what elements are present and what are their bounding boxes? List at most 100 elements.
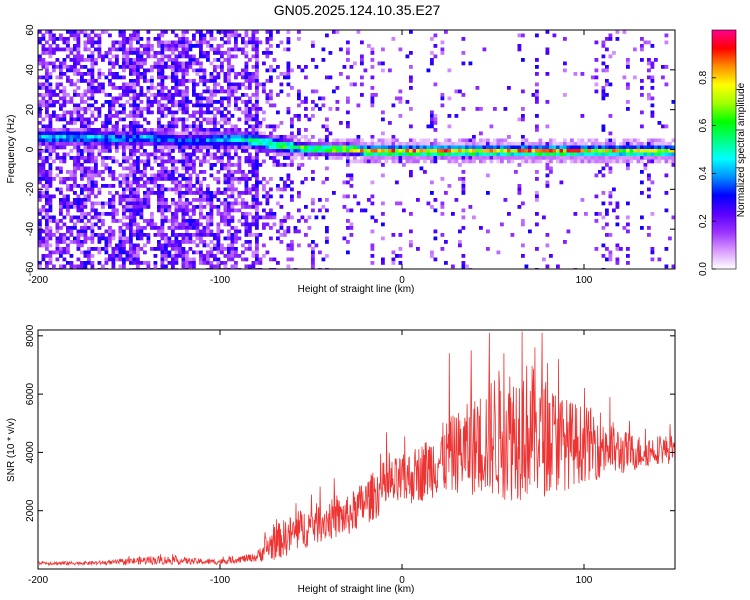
heatmap-cell [468, 159, 473, 164]
heatmap-cell [195, 142, 200, 146]
heatmap-cell [185, 107, 189, 111]
heatmap-cell [419, 156, 424, 160]
heatmap-cell [76, 72, 81, 76]
heatmap-cell [209, 261, 214, 265]
heatmap-cell [76, 247, 81, 251]
heatmap-cell [150, 226, 154, 230]
heatmap-cell [290, 68, 294, 73]
heatmap-cell [234, 247, 238, 251]
heatmap-cell [465, 145, 469, 150]
heatmap-cell [216, 156, 221, 160]
heatmap-cell [157, 145, 161, 150]
heatmap-cell [97, 72, 102, 76]
heatmap-cell [136, 128, 140, 132]
heatmap-cell [454, 198, 459, 202]
heatmap-cell [87, 166, 91, 171]
heatmap-cell [276, 159, 280, 164]
heatmap-cell [87, 173, 91, 178]
heatmap-cell [402, 152, 406, 157]
heatmap-cell [206, 261, 210, 265]
heatmap-cell [601, 152, 606, 157]
heatmap-cell [129, 124, 133, 129]
heatmap-cell [223, 163, 228, 167]
heatmap-cell [125, 93, 130, 97]
heatmap-cell [118, 44, 123, 48]
heatmap-cell [139, 51, 144, 55]
heatmap-cell [640, 145, 644, 150]
heatmap-cell [454, 142, 459, 146]
heatmap-cell [62, 93, 67, 97]
heatmap-cell [171, 166, 175, 171]
heatmap-cell [97, 170, 102, 174]
heatmap-cell [650, 110, 655, 115]
heatmap-cell [650, 159, 655, 164]
heatmap-cell [171, 121, 175, 125]
heatmap-cell [377, 61, 382, 66]
heatmap-cell [552, 33, 557, 38]
snr-xtick-label: 100 [576, 575, 593, 586]
heatmap-cell [318, 152, 322, 157]
heatmap-cell [87, 159, 91, 164]
heatmap-cell [237, 170, 242, 174]
heatmap-cell [531, 156, 536, 160]
heatmap-cell [248, 100, 252, 104]
heatmap-cell [129, 261, 133, 265]
heatmap-cell [272, 124, 277, 129]
heatmap-cell [125, 240, 130, 244]
heatmap-cell [258, 142, 263, 146]
heatmap-cell [356, 159, 361, 164]
heatmap-cell [83, 135, 88, 139]
heatmap-cell [360, 156, 364, 160]
heatmap-cell [150, 128, 154, 132]
heatmap-cell [45, 208, 49, 213]
heatmap-cell [66, 212, 70, 216]
heatmap-cell [423, 142, 427, 146]
colorbar-tick-label: 0.8 [698, 70, 709, 84]
heatmap-cell [213, 247, 217, 251]
heatmap-cell [52, 51, 56, 55]
heatmap-cell [87, 89, 91, 94]
heatmap-cell [391, 37, 396, 41]
heatmap-cell [216, 233, 221, 237]
heatmap-cell [41, 170, 46, 174]
heatmap-cell [111, 229, 116, 234]
heatmap-cell [80, 184, 84, 188]
heatmap-cell [59, 103, 63, 108]
heatmap-cell [111, 236, 116, 241]
heatmap-cell [108, 226, 112, 230]
heatmap-cell [66, 131, 70, 136]
heatmap-cell [188, 156, 193, 160]
heatmap-cell [227, 229, 231, 234]
heatmap-cell [608, 201, 613, 206]
heatmap-cell [178, 191, 182, 195]
heatmap-cell [188, 131, 193, 136]
heatmap-cell [209, 33, 214, 38]
heatmap-cell [129, 72, 133, 76]
heatmap-cell [167, 156, 172, 160]
heatmap-cell [202, 243, 207, 248]
heatmap-cell [129, 142, 133, 146]
heatmap-cell [90, 40, 95, 45]
heatmap-cell [167, 54, 172, 59]
spectrogram-ytick-label: -60 [25, 261, 36, 276]
heatmap-cell [202, 177, 207, 181]
heatmap-cell [125, 131, 130, 136]
heatmap-cell [262, 208, 266, 213]
heatmap-cell [122, 44, 126, 48]
heatmap-cell [311, 264, 315, 269]
heatmap-cell [598, 142, 602, 146]
heatmap-cell [150, 82, 154, 87]
heatmap-cell [150, 47, 154, 52]
heatmap-cell [104, 93, 109, 97]
heatmap-cell [38, 264, 42, 269]
heatmap-cell [370, 142, 375, 146]
heatmap-cell [220, 163, 224, 167]
heatmap-cell [349, 142, 354, 146]
heatmap-cell [59, 177, 63, 181]
heatmap-cell [136, 110, 140, 115]
heatmap-cell [377, 142, 382, 146]
heatmap-cell [461, 264, 466, 269]
heatmap-cell [80, 107, 84, 111]
heatmap-cell [66, 47, 70, 52]
heatmap-cell [52, 93, 56, 97]
